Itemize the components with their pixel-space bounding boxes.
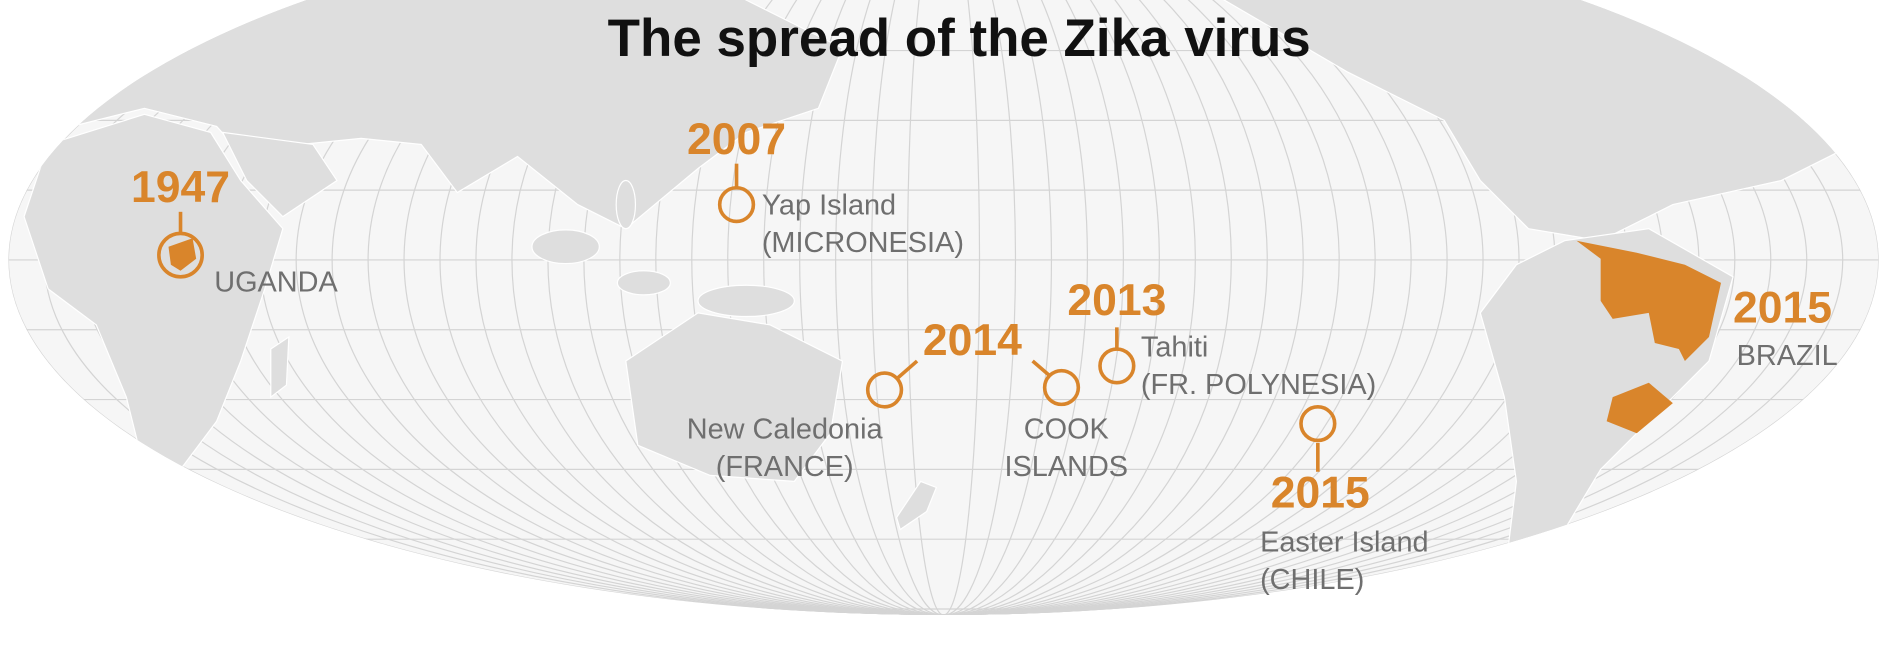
location-marker <box>865 371 904 409</box>
year-label: 2015 <box>1271 469 1370 518</box>
year-label: 2007 <box>687 115 786 164</box>
place-label: Tahiti <box>1141 332 1208 364</box>
location-marker <box>717 185 756 224</box>
place-label: (FRANCE) <box>716 451 854 483</box>
location-marker <box>157 231 204 279</box>
place-label: BRAZIL <box>1737 340 1838 372</box>
place-label: New Caledonia <box>687 413 884 445</box>
place-label: UGANDA <box>214 267 338 299</box>
year-label: 2015 <box>1733 283 1832 332</box>
place-label: (FR. POLYNESIA) <box>1141 369 1376 401</box>
place-label: Yap Island <box>762 190 896 222</box>
place-label: Easter Island <box>1260 527 1429 559</box>
year-label: 1947 <box>131 163 230 212</box>
location-marker <box>1042 368 1081 407</box>
brazil-area <box>1576 240 1722 362</box>
location-marker <box>1299 404 1337 443</box>
leader-line <box>896 359 919 380</box>
land <box>23 0 1879 591</box>
place-label: (MICRONESIA) <box>762 227 964 259</box>
place-label: ISLANDS <box>1005 451 1129 483</box>
uganda-area <box>168 238 197 271</box>
title: The spread of the Zika virus <box>608 9 1311 68</box>
year-label: 2014 <box>923 316 1022 365</box>
leader-line <box>1031 359 1051 377</box>
year-label: 2013 <box>1067 276 1166 325</box>
brazil-area <box>1606 382 1673 434</box>
location-marker <box>1098 347 1136 385</box>
map-layer: The spread of the Zika virus 1947 UGANDA 2… <box>8 0 1879 615</box>
place-label: COOK <box>1024 413 1109 445</box>
place-label: (CHILE) <box>1260 564 1364 596</box>
